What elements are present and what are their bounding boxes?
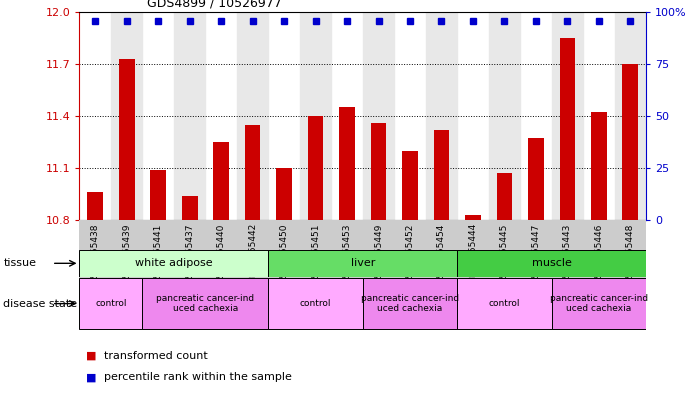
Text: disease state: disease state [3,299,77,309]
Text: GSM1255450: GSM1255450 [280,223,289,284]
Text: liver: liver [350,258,375,268]
Bar [520,220,551,281]
Bar [276,168,292,220]
Text: GSM1255453: GSM1255453 [343,223,352,284]
Bar [142,220,174,281]
Bar [614,220,646,281]
Bar [489,12,520,220]
Bar [489,220,520,281]
Text: percentile rank within the sample: percentile rank within the sample [104,372,292,382]
Bar [111,220,142,281]
Bar [79,220,111,281]
Text: pancreatic cancer-ind
uced cachexia: pancreatic cancer-ind uced cachexia [550,294,648,313]
Bar [331,220,363,281]
Bar [497,173,512,220]
Bar [237,220,268,281]
Bar [395,220,426,281]
Bar [300,220,331,281]
Bar [111,12,142,220]
Text: ■: ■ [86,351,97,361]
Text: GSM1255454: GSM1255454 [437,223,446,283]
Text: control: control [489,299,520,308]
Bar [426,220,457,281]
Text: GSM1255442: GSM1255442 [248,223,257,283]
Bar [268,278,363,329]
Bar [614,12,646,220]
Bar [174,220,205,281]
Bar [583,220,614,281]
Bar [591,112,607,220]
Bar [465,215,481,220]
Bar [363,220,395,281]
Text: GDS4899 / 10526977: GDS4899 / 10526977 [147,0,282,9]
Bar [457,250,646,277]
Bar [623,64,638,220]
Bar [363,12,395,220]
Bar [307,116,323,220]
Text: GSM1255439: GSM1255439 [122,223,131,284]
Text: GSM1255437: GSM1255437 [185,223,194,284]
Text: GSM1255452: GSM1255452 [406,223,415,283]
Bar [339,107,355,220]
Bar [119,59,135,220]
Bar [205,220,237,281]
Text: GSM1255448: GSM1255448 [626,223,635,283]
Bar [237,12,268,220]
Bar [370,123,386,220]
Bar [551,278,646,329]
Text: GSM1255445: GSM1255445 [500,223,509,283]
Bar [363,278,457,329]
Bar [560,38,575,220]
Bar [87,192,103,220]
Text: white adipose: white adipose [135,258,213,268]
Text: GSM1255446: GSM1255446 [594,223,603,283]
Bar [79,278,142,329]
Text: GSM1255443: GSM1255443 [563,223,572,283]
Text: GSM1255447: GSM1255447 [531,223,540,283]
Bar [268,250,457,277]
Bar [426,12,457,220]
Bar [457,220,489,281]
Text: GSM1255449: GSM1255449 [374,223,383,283]
Text: transformed count: transformed count [104,351,207,361]
Text: muscle: muscle [531,258,571,268]
Bar [551,220,583,281]
Bar [142,278,268,329]
Bar [150,170,166,220]
Text: GSM1255441: GSM1255441 [153,223,162,283]
Text: control: control [95,299,126,308]
Text: GSM1255438: GSM1255438 [91,223,100,284]
Bar [551,12,583,220]
Bar [300,12,331,220]
Text: tissue: tissue [3,258,37,268]
Text: GSM1255444: GSM1255444 [468,223,477,283]
Bar [268,220,300,281]
Text: control: control [300,299,331,308]
Text: pancreatic cancer-ind
uced cachexia: pancreatic cancer-ind uced cachexia [361,294,459,313]
Text: GSM1255451: GSM1255451 [311,223,320,284]
Text: GSM1255440: GSM1255440 [216,223,226,283]
Bar [214,142,229,220]
Text: ■: ■ [86,372,97,382]
Bar [182,196,198,220]
Bar [402,151,418,220]
Bar [457,278,551,329]
Bar [174,12,205,220]
Bar [433,130,449,220]
Text: pancreatic cancer-ind
uced cachexia: pancreatic cancer-ind uced cachexia [156,294,254,313]
Bar [79,250,268,277]
Bar [245,125,261,220]
Bar [528,138,544,220]
